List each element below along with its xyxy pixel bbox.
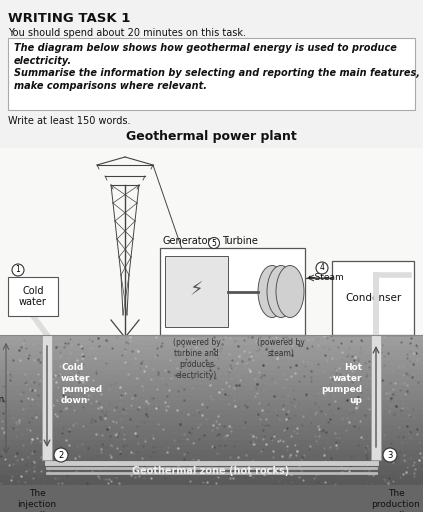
Text: WRITING TASK 1: WRITING TASK 1 [8, 12, 130, 25]
Bar [0, 455, 423, 461]
Bar [0, 395, 423, 401]
Text: The
production
well: The production well [372, 489, 420, 512]
Bar [0, 375, 423, 381]
Bar [0, 365, 423, 371]
Bar [0, 360, 423, 366]
Bar [371, 335, 381, 460]
Circle shape [209, 238, 220, 248]
Bar [0, 380, 423, 386]
Bar [0, 345, 423, 351]
Text: ⚡: ⚡ [190, 280, 203, 299]
Bar [0, 370, 423, 376]
Bar [0, 335, 423, 341]
Text: ←Steam: ←Steam [308, 273, 345, 283]
Bar [0, 400, 423, 406]
Circle shape [12, 264, 24, 276]
Bar [0, 410, 423, 416]
Circle shape [383, 448, 397, 462]
Bar [0, 340, 423, 346]
Text: Turbine: Turbine [222, 236, 258, 246]
Text: 1: 1 [16, 266, 20, 274]
Ellipse shape [267, 266, 295, 317]
Bar [0, 465, 423, 471]
Text: The diagram below shows how geothermal energy is used to produce
electricity.: The diagram below shows how geothermal e… [14, 43, 397, 66]
Bar [0, 355, 423, 361]
Text: 4: 4 [319, 264, 324, 272]
Bar [0, 440, 423, 446]
Bar [0, 445, 423, 451]
Text: Cold
water: Cold water [19, 286, 47, 307]
Circle shape [54, 448, 68, 462]
Bar [0, 350, 423, 356]
Ellipse shape [276, 266, 304, 317]
Text: Summarise the information by selecting and reporting the main features, and
make: Summarise the information by selecting a… [14, 68, 423, 91]
Bar [165, 256, 228, 327]
Bar [0, 390, 423, 396]
Bar [0, 425, 423, 431]
Bar [0, 435, 423, 441]
Text: Cold
water
pumped
down: Cold water pumped down [61, 363, 102, 406]
Circle shape [316, 262, 328, 274]
Bar [0, 148, 423, 335]
Text: Geothermal power plant: Geothermal power plant [126, 130, 297, 143]
Bar [8, 277, 58, 316]
Text: (powered by
turbine and
produces
electricity): (powered by turbine and produces electri… [173, 338, 220, 380]
Bar [0, 405, 423, 411]
Text: Generator: Generator [162, 236, 212, 246]
Bar [8, 38, 415, 110]
Bar [0, 475, 423, 481]
Bar [0, 420, 423, 426]
Bar [0, 385, 423, 391]
Text: The
injection
well: The injection well [17, 489, 57, 512]
Bar [42, 335, 52, 460]
Bar [332, 261, 414, 335]
Text: 3: 3 [387, 451, 393, 459]
Bar [0, 450, 423, 456]
Text: 5: 5 [212, 239, 217, 247]
Text: (powered by
steam): (powered by steam) [257, 338, 305, 358]
Bar [0, 470, 423, 476]
Text: Geothermal zone (hot rocks): Geothermal zone (hot rocks) [132, 466, 290, 476]
Text: 2: 2 [58, 451, 63, 459]
Bar [0, 485, 423, 512]
Text: 4.5 km: 4.5 km [0, 395, 4, 404]
Ellipse shape [258, 266, 286, 317]
Text: Hot
water
pumped
up: Hot water pumped up [321, 363, 362, 406]
Text: Write at least 150 words.: Write at least 150 words. [8, 116, 131, 126]
Bar [0, 415, 423, 421]
Bar [0, 430, 423, 436]
Text: You should spend about 20 minutes on this task.: You should spend about 20 minutes on thi… [8, 28, 246, 38]
Bar [0, 480, 423, 486]
Bar [0, 460, 423, 466]
Bar [160, 248, 305, 335]
Text: Condenser: Condenser [345, 293, 401, 303]
